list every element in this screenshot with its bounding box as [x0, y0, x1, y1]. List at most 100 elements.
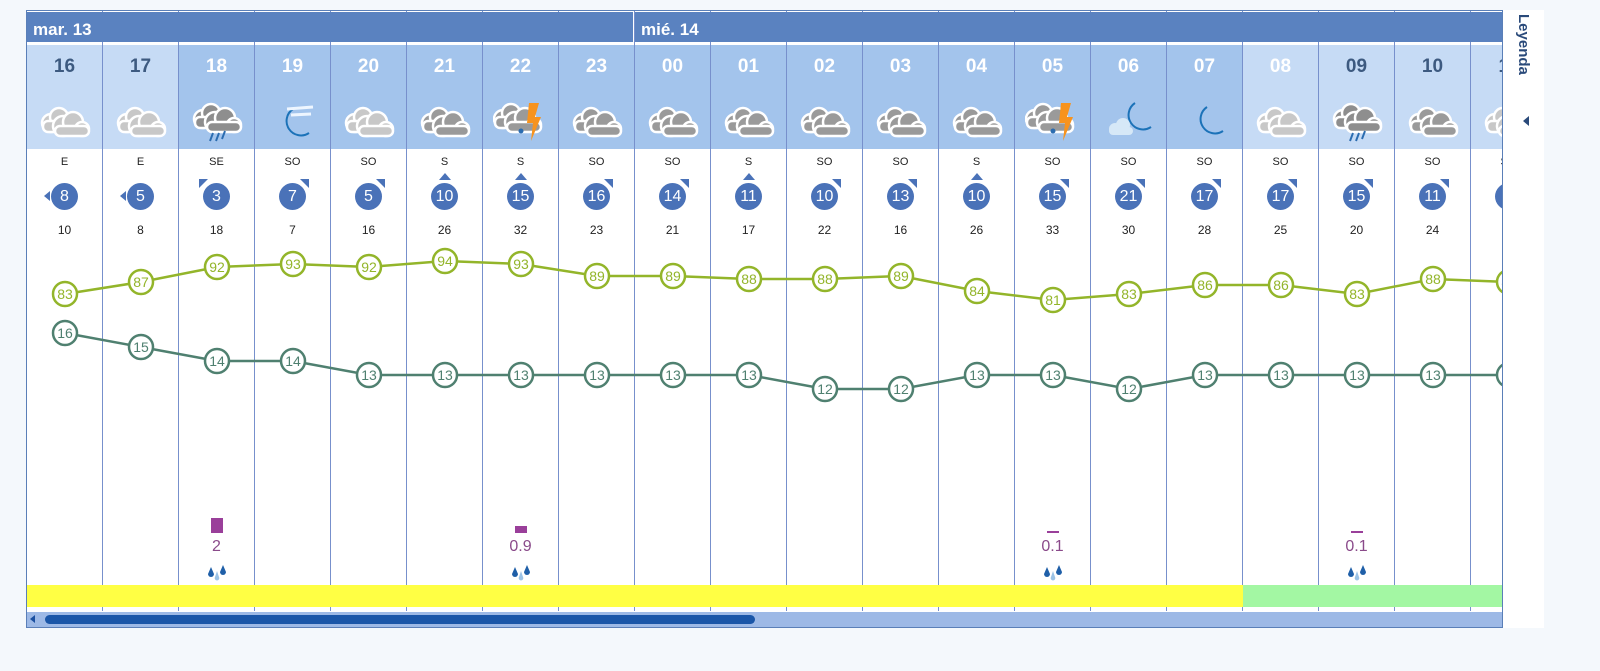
wind-speed: 21 — [1115, 183, 1142, 210]
band-yellow — [179, 585, 255, 607]
wind-direction: SO — [816, 156, 833, 168]
band-yellow — [331, 585, 407, 607]
wind-speed: 5 — [127, 183, 154, 210]
hour-column: 16 E 8 10 — [27, 11, 103, 611]
hour-label: 10 — [1421, 56, 1444, 77]
wind-arrow-icon — [1288, 179, 1297, 188]
hour-column: 23 SO 16 23 — [559, 11, 635, 611]
wind-direction: SO — [360, 156, 377, 168]
wind-direction: SO — [1348, 156, 1365, 168]
wind-speed: 10 — [811, 183, 838, 210]
hour-label: 05 — [1041, 56, 1064, 77]
hour-label: 03 — [889, 56, 912, 77]
legend-label: Leyenda — [1515, 14, 1532, 75]
wind-speed: 15 — [1343, 183, 1370, 210]
wind-direction: S — [972, 156, 981, 168]
wind-speed: 1 — [1495, 183, 1502, 210]
precip-bar — [1047, 531, 1059, 533]
wind-arrow-icon — [439, 173, 451, 180]
cloudy-dark-icon — [572, 106, 623, 138]
precip-bar — [211, 518, 223, 533]
hour-column: 05 SO 15 33 0.1 — [1015, 11, 1091, 611]
wind-direction: S — [516, 156, 525, 168]
wind-gust: 16 — [361, 223, 376, 237]
moon-cloud-icon — [1109, 102, 1152, 135]
band-yellow — [1015, 585, 1091, 607]
hour-label: 01 — [737, 56, 760, 77]
wind-speed: 3 — [203, 183, 230, 210]
wind-direction: SO — [664, 156, 681, 168]
hour-label: 21 — [433, 56, 456, 77]
wind-arrow-icon — [832, 179, 841, 188]
wind-speed: 14 — [659, 183, 686, 210]
wind-arrow-icon — [1364, 179, 1373, 188]
wind-speed: 11 — [735, 183, 762, 210]
precip-value: 0.1 — [1345, 538, 1368, 555]
wind-gust: 7 — [289, 223, 296, 237]
cloudy-light-icon — [1256, 106, 1307, 138]
cloudy-dark-icon — [648, 106, 699, 138]
wind-direction: E — [136, 156, 145, 168]
wind-direction: S — [744, 156, 753, 168]
cloudy-light-icon — [1484, 106, 1502, 137]
hour-column: 11 SO 1 3 — [1471, 11, 1502, 611]
hour-column: 08 SO 17 25 — [1243, 11, 1319, 611]
wind-arrow-icon — [44, 191, 50, 201]
wind-gust: 20 — [1349, 223, 1364, 237]
wind-gust: 24 — [1425, 223, 1440, 237]
wind-gust: 22 — [817, 223, 832, 237]
wind-gust: 26 — [969, 223, 984, 237]
cloudy-dark-icon — [724, 106, 775, 138]
wind-arrow-icon — [1440, 179, 1449, 188]
wind-direction: SO — [284, 156, 301, 168]
hour-column: 09 SO 15 20 0.1 — [1319, 11, 1395, 611]
horizontal-scrollbar[interactable] — [27, 612, 1502, 627]
cloudy-light-icon — [116, 106, 167, 138]
wind-arrow-icon — [604, 179, 613, 188]
rain-drops-icon — [512, 565, 530, 581]
hour-label: 11 — [1471, 56, 1502, 78]
storm-icon — [493, 102, 543, 141]
wind-direction: S — [440, 156, 449, 168]
wind-direction: SO — [1272, 156, 1289, 168]
band-yellow — [559, 585, 635, 607]
scrollbar-thumb[interactable] — [45, 615, 755, 624]
day-header: mié. 14 — [635, 12, 1502, 42]
hour-label: 19 — [281, 56, 304, 77]
hour-label: 20 — [357, 56, 380, 77]
scroll-left-icon[interactable] — [30, 615, 35, 623]
wind-speed: 5 — [355, 183, 382, 210]
wind-arrow-icon — [1212, 179, 1221, 188]
band-green — [1395, 585, 1471, 607]
wind-speed: 15 — [1039, 183, 1066, 210]
hour-column: 06 SO 21 30 — [1091, 11, 1167, 611]
wind-gust: 18 — [209, 223, 224, 237]
rain-drops-icon — [1044, 565, 1062, 581]
hour-label: 06 — [1117, 56, 1140, 77]
wind-speed: 17 — [1267, 183, 1294, 210]
hour-column: 10 SO 11 24 — [1395, 11, 1471, 611]
precip-bar — [515, 526, 527, 533]
wind-gust: 33 — [1045, 223, 1060, 237]
band-yellow — [863, 585, 939, 607]
hour-column: 17 E 5 8 — [103, 11, 179, 611]
wind-gust: 25 — [1273, 223, 1288, 237]
hour-label: 22 — [509, 56, 532, 77]
hour-label: 08 — [1269, 56, 1292, 77]
wind-speed: 11 — [1419, 183, 1446, 210]
hour-column: 20 SO 5 16 — [331, 11, 407, 611]
wind-direction: SO — [1044, 156, 1061, 168]
wind-gust: 23 — [589, 223, 604, 237]
rain-icon — [1332, 102, 1383, 142]
hour-column: 07 SO 17 28 — [1167, 11, 1243, 611]
band-yellow — [787, 585, 863, 607]
hour-column: 18 SE 3 18 2 — [179, 11, 255, 611]
wind-gust: 28 — [1197, 223, 1212, 237]
precip-bar — [1351, 531, 1363, 533]
wind-gust: 21 — [665, 223, 680, 237]
wind-gust: 16 — [893, 223, 908, 237]
hour-label: 00 — [661, 56, 684, 77]
band-yellow — [483, 585, 559, 607]
wind-gust: 30 — [1121, 223, 1136, 237]
legend-toggle[interactable]: Leyenda — [1502, 10, 1544, 628]
